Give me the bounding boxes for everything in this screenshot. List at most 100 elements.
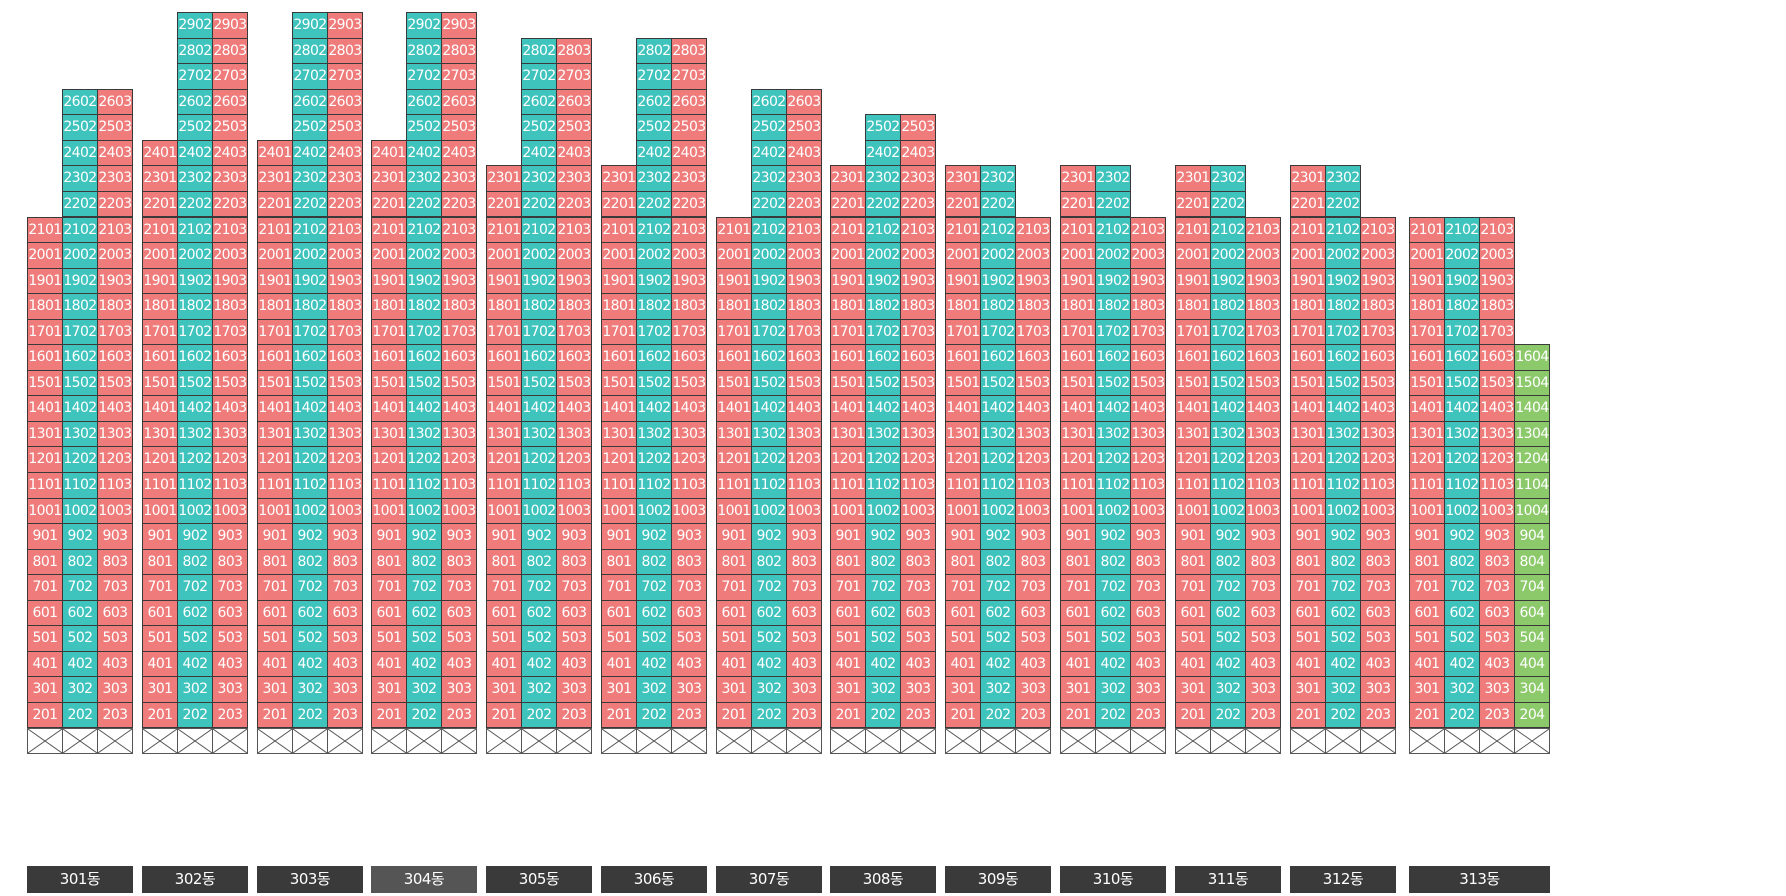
unit-cell[interactable]: 1802 [865, 293, 901, 320]
unit-cell[interactable]: 2102 [62, 216, 98, 244]
unit-cell[interactable]: 303 [1360, 676, 1396, 703]
unit-cell[interactable]: 2002 [1095, 242, 1131, 269]
unit-cell[interactable]: 1302 [636, 420, 672, 448]
unit-cell[interactable]: 1101 [716, 472, 752, 499]
unit-cell[interactable]: 301 [1060, 676, 1096, 703]
unit-cell[interactable]: 2503 [441, 114, 477, 141]
unit-cell[interactable]: 1203 [212, 446, 248, 473]
unit-cell[interactable]: 1703 [97, 318, 133, 346]
unit-cell[interactable]: 1301 [27, 420, 63, 448]
unit-cell[interactable]: 503 [1360, 625, 1396, 652]
unit-cell[interactable]: 2602 [636, 88, 672, 116]
unit-cell[interactable]: 2103 [556, 216, 592, 244]
unit-cell[interactable]: 202 [636, 701, 672, 729]
unit-cell[interactable]: 2502 [521, 114, 557, 141]
unit-cell[interactable]: 403 [671, 650, 707, 678]
unit-cell[interactable]: 2702 [406, 63, 442, 90]
unit-cell[interactable]: 501 [830, 625, 866, 652]
unit-cell[interactable]: 603 [1479, 599, 1515, 627]
unit-cell[interactable]: 1303 [900, 420, 936, 448]
unit-cell[interactable]: 502 [62, 625, 98, 652]
unit-cell[interactable]: 1002 [406, 497, 442, 525]
unit-cell[interactable]: 1503 [1015, 369, 1051, 397]
unit-cell[interactable]: 2302 [1095, 165, 1131, 192]
unit-cell[interactable]: 1203 [327, 446, 363, 473]
unit-cell[interactable]: 1301 [142, 420, 178, 448]
unit-cell[interactable]: 202 [62, 701, 98, 729]
unit-cell[interactable]: 1301 [945, 420, 981, 448]
unit-cell[interactable]: 1802 [521, 293, 557, 320]
unit-cell[interactable]: 801 [27, 548, 63, 576]
unit-cell[interactable]: 1703 [212, 318, 248, 346]
unit-cell[interactable]: 402 [1444, 650, 1480, 678]
unit-cell[interactable]: 501 [1060, 625, 1096, 652]
unit-cell[interactable]: 1204 [1514, 446, 1550, 473]
unit-cell[interactable]: 1103 [1015, 472, 1051, 499]
unit-cell[interactable]: 402 [636, 650, 672, 678]
unit-cell[interactable]: 1903 [97, 267, 133, 295]
unit-cell[interactable]: 803 [1479, 548, 1515, 576]
unit-cell[interactable]: 202 [751, 701, 787, 729]
unit-cell[interactable]: 2201 [830, 190, 866, 218]
unit-cell[interactable]: 1402 [177, 395, 213, 422]
unit-cell[interactable]: 303 [1130, 676, 1166, 703]
unit-cell[interactable]: 1202 [636, 446, 672, 473]
unit-cell[interactable]: 902 [177, 523, 213, 550]
building-label[interactable]: 306동 [601, 866, 707, 893]
unit-cell[interactable]: 1201 [142, 446, 178, 473]
unit-cell[interactable]: 801 [830, 548, 866, 576]
unit-cell[interactable]: 1503 [327, 369, 363, 397]
unit-cell[interactable]: 1302 [1325, 420, 1361, 448]
unit-cell[interactable]: 1102 [406, 472, 442, 499]
unit-cell[interactable]: 803 [556, 548, 592, 576]
unit-cell[interactable]: 803 [1015, 548, 1051, 576]
unit-cell[interactable]: 501 [601, 625, 637, 652]
unit-cell[interactable]: 1301 [257, 420, 293, 448]
unit-cell[interactable]: 2201 [945, 190, 981, 218]
building-label[interactable]: 302동 [142, 866, 248, 893]
unit-cell[interactable]: 1201 [27, 446, 63, 473]
unit-cell[interactable]: 202 [1095, 701, 1131, 729]
unit-cell[interactable]: 1902 [1325, 267, 1361, 295]
unit-cell[interactable]: 802 [1095, 548, 1131, 576]
unit-cell[interactable]: 601 [486, 599, 522, 627]
unit-cell[interactable]: 1903 [1479, 267, 1515, 295]
unit-cell[interactable]: 2003 [441, 242, 477, 269]
unit-cell[interactable]: 1302 [1210, 420, 1246, 448]
unit-cell[interactable]: 1701 [1175, 318, 1211, 346]
unit-cell[interactable]: 901 [601, 523, 637, 550]
unit-cell[interactable]: 503 [1015, 625, 1051, 652]
unit-cell[interactable]: 1402 [406, 395, 442, 422]
unit-cell[interactable]: 803 [212, 548, 248, 576]
unit-cell[interactable]: 1902 [980, 267, 1016, 295]
unit-cell[interactable]: 2803 [556, 37, 592, 65]
unit-cell[interactable]: 301 [1175, 676, 1211, 703]
unit-cell[interactable]: 904 [1514, 523, 1550, 550]
unit-cell[interactable]: 302 [1325, 676, 1361, 703]
unit-cell[interactable]: 902 [751, 523, 787, 550]
unit-cell[interactable]: 1303 [1245, 420, 1281, 448]
unit-cell[interactable]: 801 [371, 548, 407, 576]
unit-cell[interactable]: 303 [1015, 676, 1051, 703]
unit-cell[interactable]: 701 [830, 574, 866, 601]
unit-cell[interactable]: 1303 [97, 420, 133, 448]
unit-cell[interactable]: 402 [406, 650, 442, 678]
unit-cell[interactable]: 1602 [751, 344, 787, 371]
unit-cell[interactable]: 403 [212, 650, 248, 678]
unit-cell[interactable]: 602 [1210, 599, 1246, 627]
unit-cell[interactable]: 1402 [292, 395, 328, 422]
unit-cell[interactable]: 701 [1290, 574, 1326, 601]
unit-cell[interactable]: 903 [900, 523, 936, 550]
unit-cell[interactable]: 802 [292, 548, 328, 576]
unit-cell[interactable]: 1402 [521, 395, 557, 422]
unit-cell[interactable]: 1003 [212, 497, 248, 525]
unit-cell[interactable]: 1502 [980, 369, 1016, 397]
unit-cell[interactable]: 603 [327, 599, 363, 627]
unit-cell[interactable]: 301 [1409, 676, 1445, 703]
unit-cell[interactable]: 1101 [142, 472, 178, 499]
unit-cell[interactable]: 1501 [142, 369, 178, 397]
unit-cell[interactable]: 2902 [177, 12, 213, 39]
unit-cell[interactable]: 1502 [521, 369, 557, 397]
unit-cell[interactable]: 503 [556, 625, 592, 652]
unit-cell[interactable]: 1002 [521, 497, 557, 525]
